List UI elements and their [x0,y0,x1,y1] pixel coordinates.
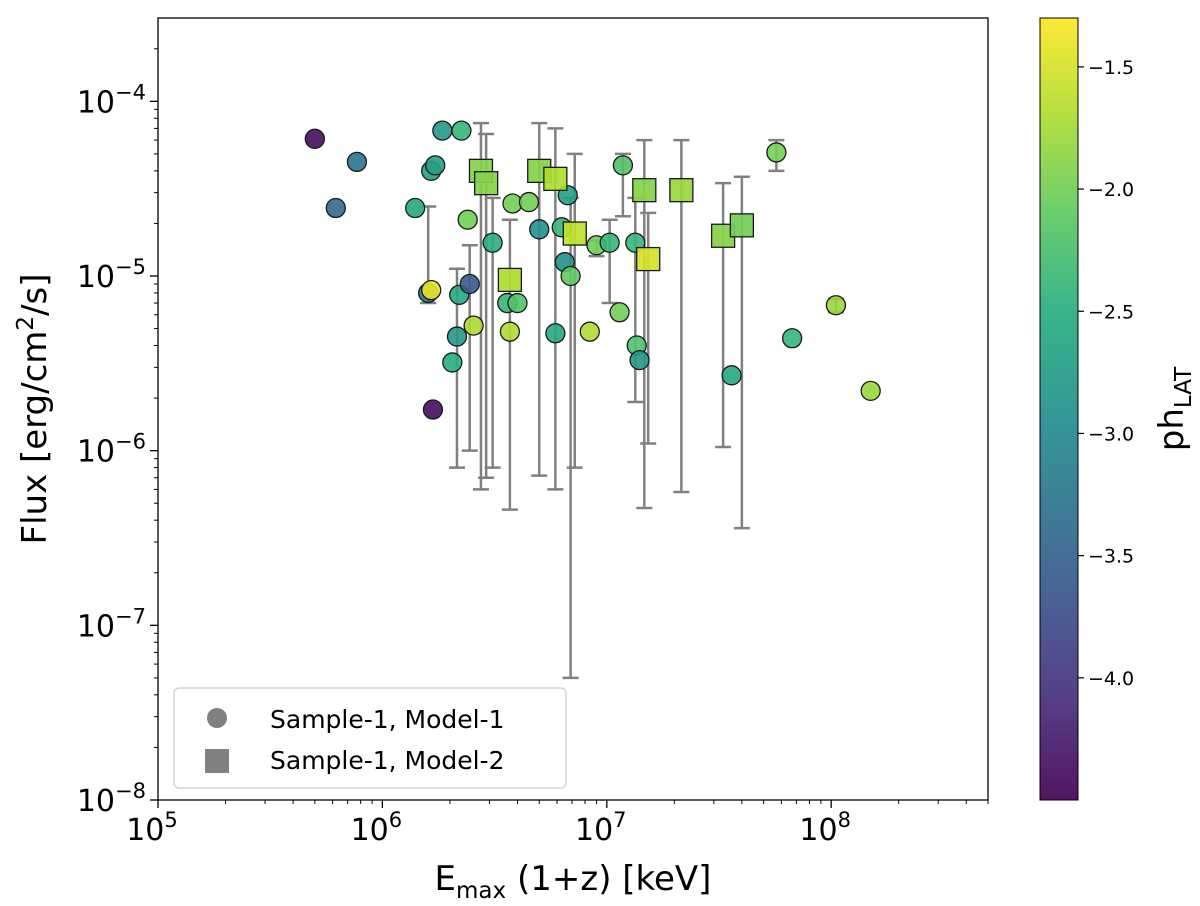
y-axis-label: Flux [erg/cm2/s] [13,274,55,545]
y-tick-label: 10−5 [77,255,146,295]
data-point-circle [860,380,881,402]
colorbar-tick-label: −3.0 [1088,423,1134,445]
colorbar-label: phLAT [1152,366,1197,451]
data-point-circle [507,292,528,314]
data-point-circle [325,197,346,219]
data-point-square [543,166,568,191]
colorbar-tick-label: −2.0 [1088,179,1134,201]
legend-label-model-2: Sample-1, Model-2 [270,746,505,775]
data-point-circle [422,399,444,420]
x-tick-label: 107 [575,808,627,848]
data-point-circle [518,191,540,213]
x-tick-label: 108 [799,808,851,848]
data-point-square [636,246,661,272]
legend-box [173,687,567,789]
data-point-square [632,178,657,203]
colorbar-tick-label: −3.5 [1088,546,1134,568]
data-point-square [669,178,694,203]
data-point-circle [545,323,566,344]
colorbar-gradient [1039,17,1079,801]
colorbar-tick-label: −2.5 [1088,301,1134,323]
data-point-circle [446,326,468,347]
data-point-circle [457,209,478,230]
data-point-circle [405,197,426,219]
data-point-circle [459,273,480,295]
data-point-square [729,213,755,238]
data-point-circle [629,349,650,371]
data-point-circle [599,232,620,253]
data-point-circle [304,128,325,149]
data-point-square [473,171,499,196]
x-axis: 105 106 107 108 [126,800,989,848]
data-point-circle [499,321,521,342]
data-point-circle [825,295,847,316]
plot-frame [157,17,989,801]
data-point-square [562,221,587,246]
data-point-circle [451,120,472,141]
legend-label-model-1: Sample-1, Model-1 [270,705,505,734]
legend-square-marker [205,749,229,773]
data-point-circle [432,120,453,141]
y-tick-label: 10−6 [77,430,146,470]
data-point-circle [482,232,503,253]
x-axis-label: Emax (1+z) [keV] [435,859,712,904]
y-tick-label: 10−8 [77,779,146,819]
data-point-circle [425,155,446,176]
colorbar-ticks: −4.0 −3.5 −3.0 −2.5 −2.0 −1.5 [1078,57,1134,690]
square-markers [468,158,755,293]
data-point-circle [781,328,803,349]
colorbar-tick-label: −1.5 [1088,57,1134,79]
data-point-circle [442,352,463,373]
data-point-circle [421,279,442,301]
data-point-circle [529,219,550,240]
data-point-circle [721,365,742,386]
data-point-circle [612,155,634,176]
data-point-circle [346,151,368,173]
plot-area [158,18,988,800]
circle-markers [304,120,881,420]
data-point-circle [609,302,630,323]
y-tick-label: 10−7 [77,604,146,644]
data-point-circle [560,265,581,287]
data-point-circle [463,315,484,336]
legend-circle-marker [207,708,227,728]
data-point-circle [579,321,600,342]
x-tick-label: 106 [351,808,403,848]
x-tick-label: 105 [126,808,178,848]
colorbar: −4.0 −3.5 −3.0 −2.5 −2.0 −1.5 phLAT [1039,17,1197,801]
y-tick-label: 10−4 [77,80,146,120]
colorbar-tick-label: −4.0 [1088,668,1134,690]
data-point-square [497,267,523,293]
legend: Sample-1, Model-1 Sample-1, Model-2 [173,687,567,789]
data-point-circle [766,142,787,163]
y-axis: 10−8 10−7 10−6 10−5 10−4 [77,48,158,819]
